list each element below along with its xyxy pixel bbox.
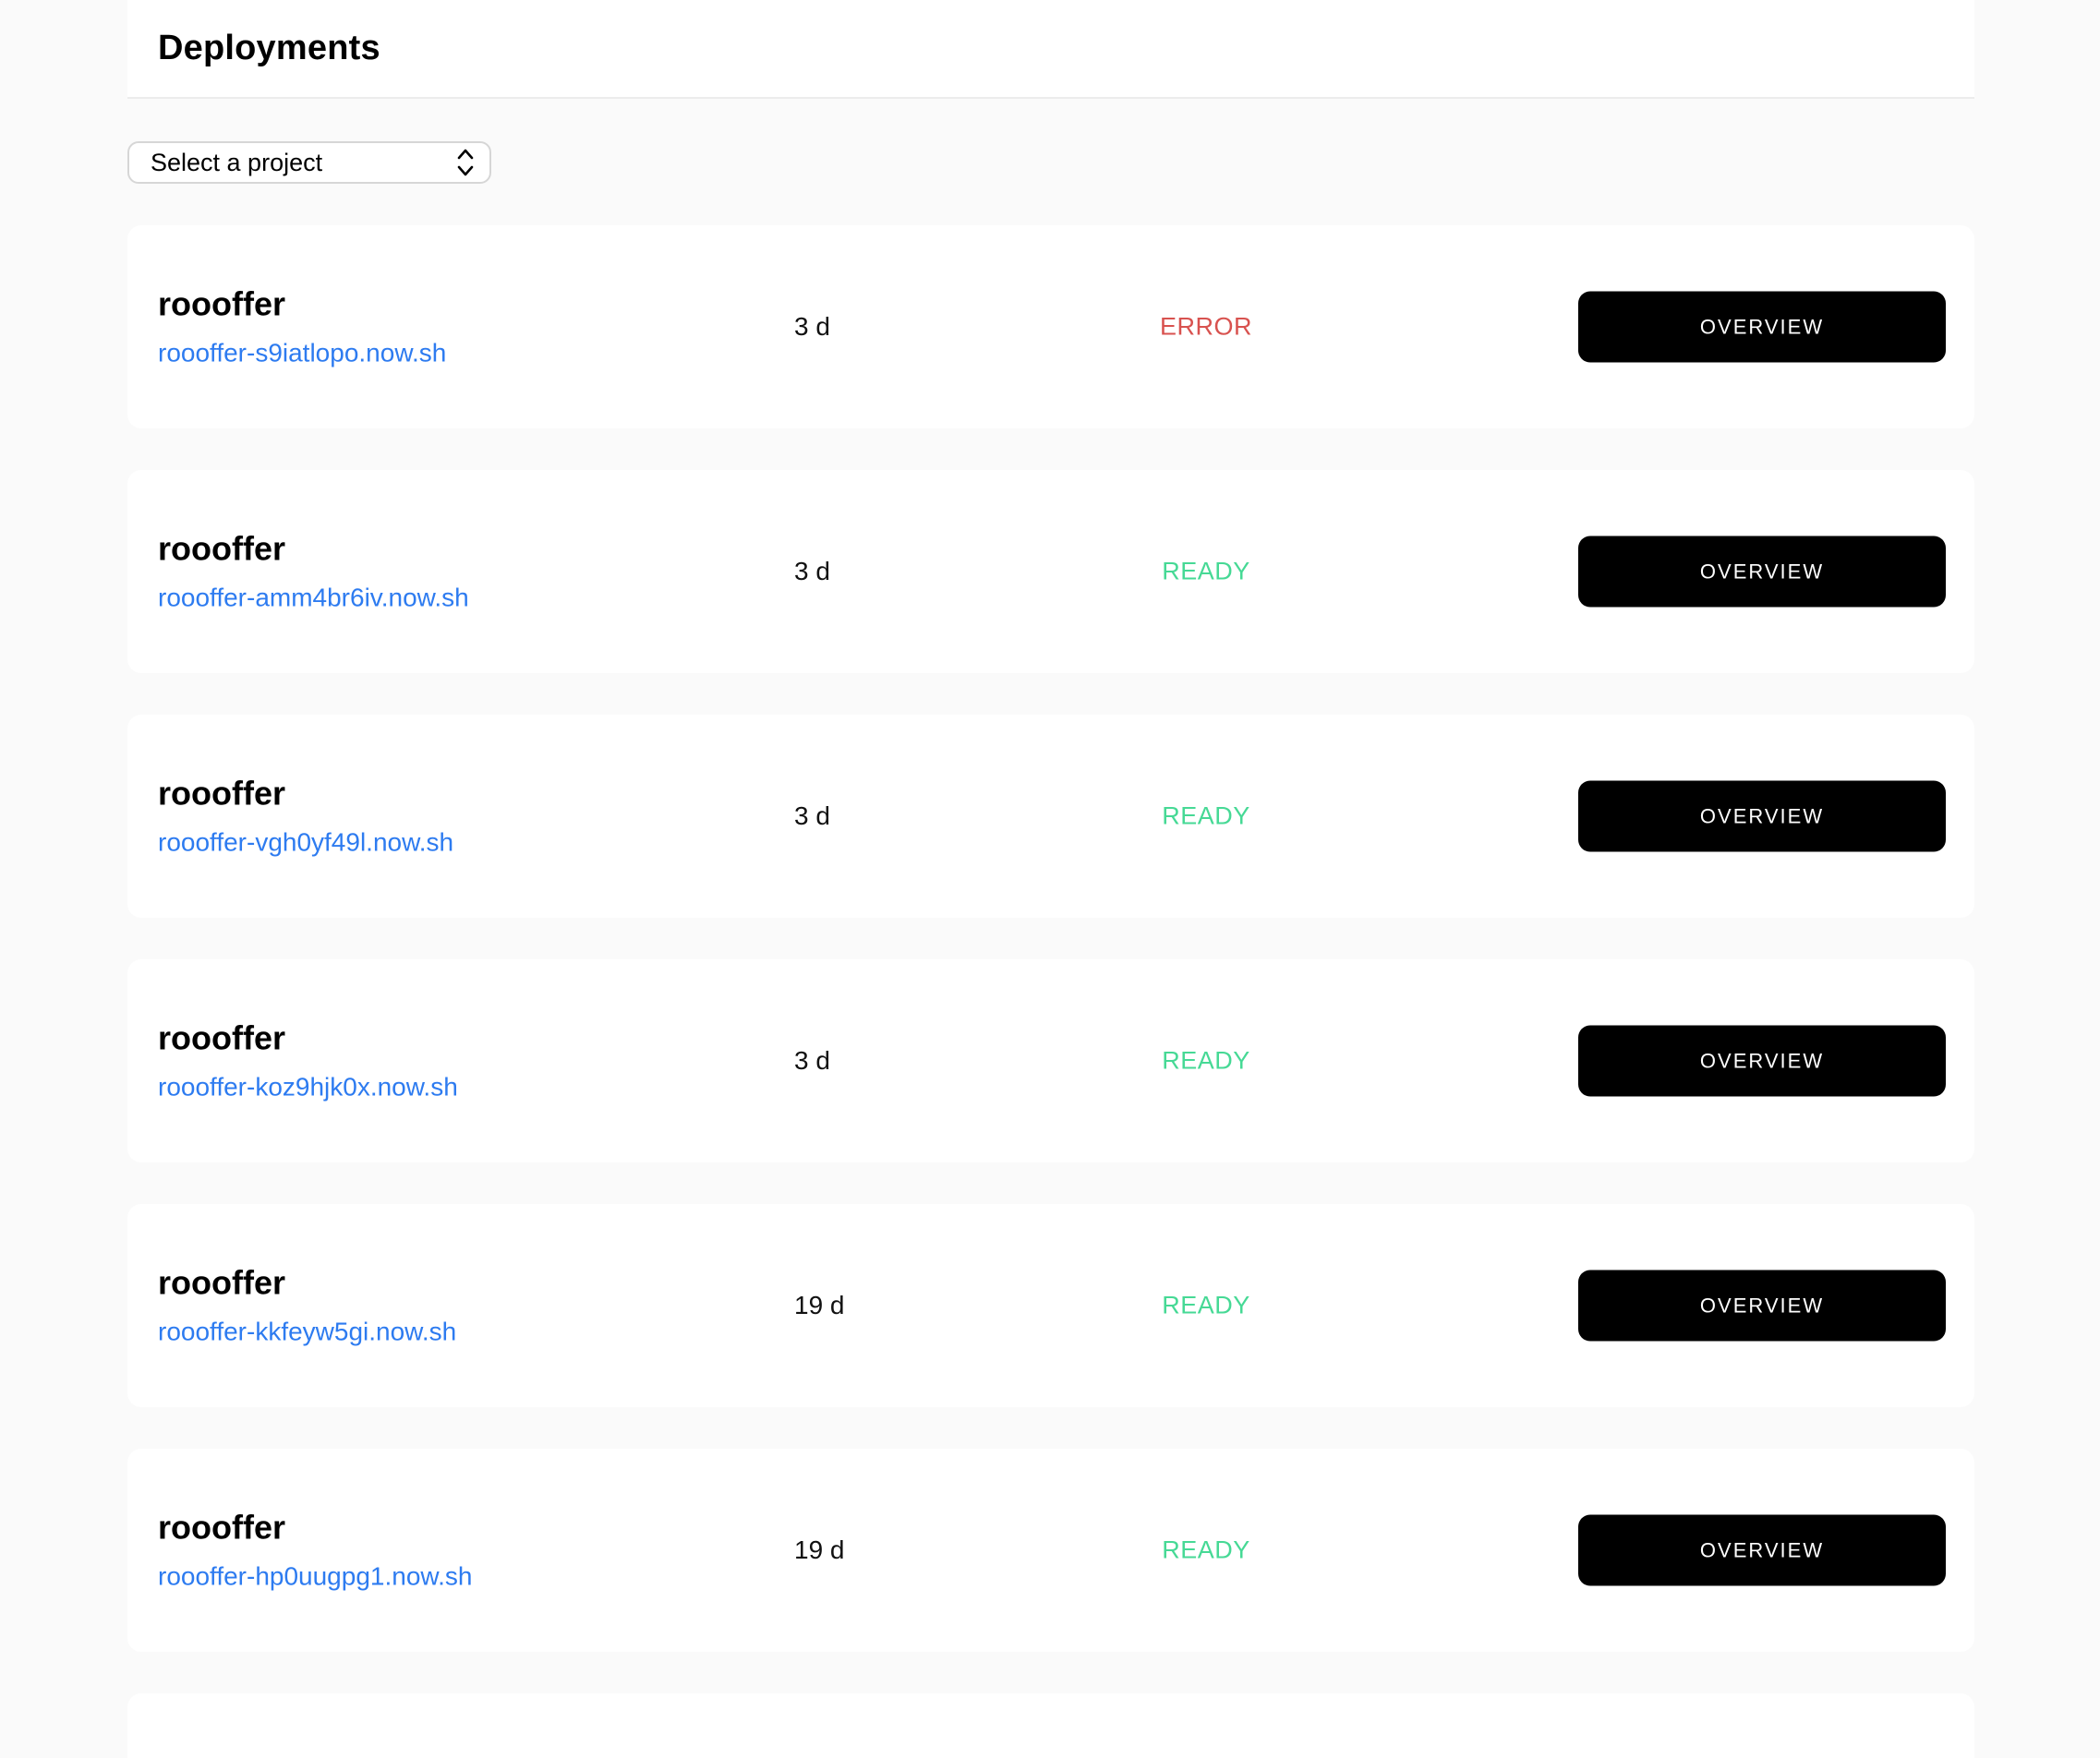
deployment-project-name: roooffer <box>158 1263 285 1302</box>
deployment-project-name: roooffer <box>158 529 285 568</box>
deployments-list: roooffer roooffer-s9iatlopo.now.sh 3 d E… <box>127 225 1974 1758</box>
overview-button[interactable]: OVERVIEW <box>1578 1270 1946 1342</box>
deployment-info: roooffer roooffer-kkfeyw5gi.now.sh <box>158 1264 456 1348</box>
deployment-project-name: roooffer <box>158 774 285 813</box>
overview-button[interactable]: OVERVIEW <box>1578 780 1946 852</box>
deployment-status: READY <box>1162 1291 1250 1319</box>
page-title: Deployments <box>158 29 380 67</box>
overview-button[interactable]: OVERVIEW <box>1578 1514 1946 1586</box>
deployment-project-name: roooffer <box>158 1018 285 1057</box>
deployment-status: ERROR <box>1159 312 1253 341</box>
deployment-card: roooffer roooffer-koz9hjk0x.now.sh 3 d R… <box>127 959 1974 1162</box>
toolbar: Select a project <box>127 141 1974 184</box>
deployment-url-link[interactable]: roooffer-s9iatlopo.now.sh <box>158 338 447 367</box>
updown-chevron-icon <box>457 149 474 176</box>
overview-button[interactable]: OVERVIEW <box>1578 1025 1946 1097</box>
project-select[interactable]: Select a project <box>127 141 491 184</box>
project-select-value: Select a project <box>151 148 323 176</box>
deployment-info: roooffer roooffer-amm4br6iv.now.sh <box>158 530 469 614</box>
deployment-project-name: roooffer <box>158 1508 285 1547</box>
deployment-url-link[interactable]: roooffer-koz9hjk0x.now.sh <box>158 1072 458 1102</box>
deployment-age: 3 d <box>794 312 830 341</box>
deployment-card: roooffer roooffer-kkfeyw5gi.now.sh 19 d … <box>127 1204 1974 1407</box>
deployment-age: 3 d <box>794 1046 830 1075</box>
deployment-age: 3 d <box>794 557 830 585</box>
deployment-status: READY <box>1162 557 1250 585</box>
deployment-age: 19 d <box>794 1291 845 1319</box>
content-container: Deployments Select a project roooffer ro… <box>127 0 1974 1758</box>
overview-button[interactable]: OVERVIEW <box>1578 536 1946 608</box>
deployment-info: roooffer roooffer-koz9hjk0x.now.sh <box>158 1019 458 1103</box>
overview-button[interactable]: OVERVIEW <box>1578 291 1946 363</box>
deployment-card-partial <box>127 1693 1974 1758</box>
deployment-status: READY <box>1162 1046 1250 1075</box>
deployment-url-link[interactable]: roooffer-kkfeyw5gi.now.sh <box>158 1317 457 1346</box>
deployment-age: 19 d <box>794 1535 845 1564</box>
deployment-info: roooffer roooffer-hp0uugpg1.now.sh <box>158 1509 472 1593</box>
deployment-project-name: roooffer <box>158 284 285 323</box>
deployment-card: roooffer roooffer-hp0uugpg1.now.sh 19 d … <box>127 1449 1974 1652</box>
page-header: Deployments <box>127 0 1974 99</box>
deployment-info: roooffer roooffer-vgh0yf49l.now.sh <box>158 775 453 859</box>
deployment-card: roooffer roooffer-amm4br6iv.now.sh 3 d R… <box>127 470 1974 673</box>
deployment-url-link[interactable]: roooffer-amm4br6iv.now.sh <box>158 583 469 612</box>
deployment-info: roooffer roooffer-s9iatlopo.now.sh <box>158 285 446 369</box>
deployment-age: 3 d <box>794 801 830 830</box>
deployment-status: READY <box>1162 1535 1250 1564</box>
deployment-url-link[interactable]: roooffer-vgh0yf49l.now.sh <box>158 827 454 857</box>
deployment-card: roooffer roooffer-vgh0yf49l.now.sh 3 d R… <box>127 715 1974 918</box>
deployment-url-link[interactable]: roooffer-hp0uugpg1.now.sh <box>158 1561 473 1591</box>
deployment-card: roooffer roooffer-s9iatlopo.now.sh 3 d E… <box>127 225 1974 428</box>
deployment-status: READY <box>1162 801 1250 830</box>
